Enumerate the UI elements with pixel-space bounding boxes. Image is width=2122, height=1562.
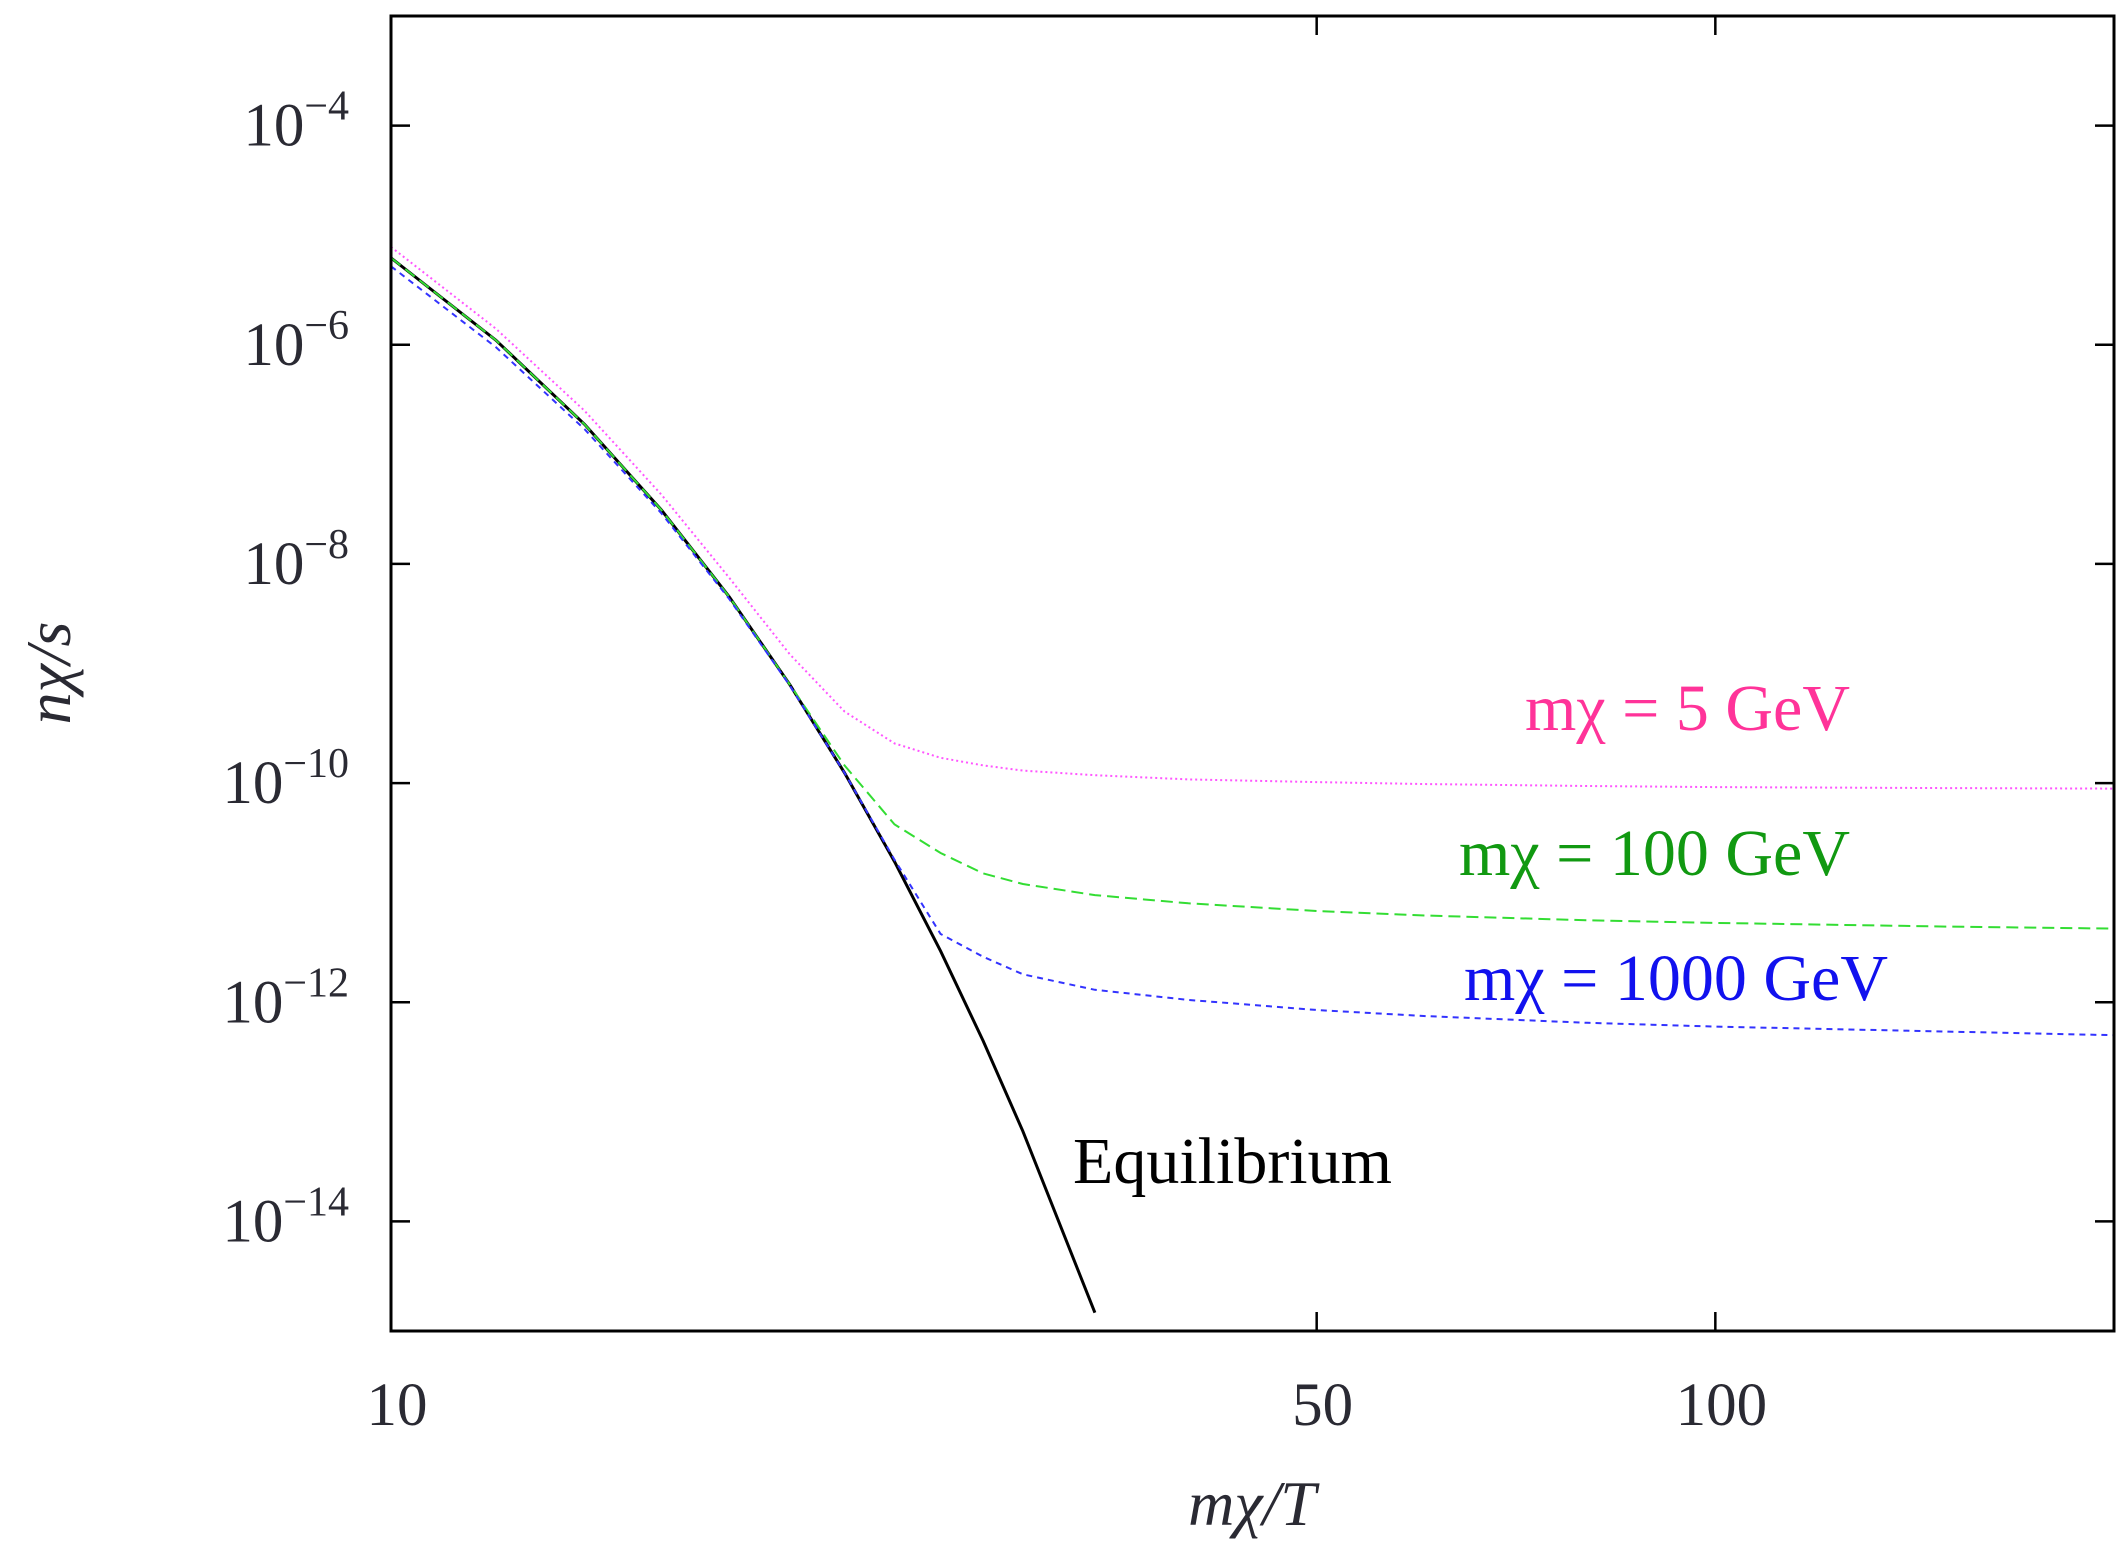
- x-tick-label: 50: [1292, 1372, 1353, 1439]
- plot-frame: [389, 14, 2116, 1333]
- annotation: mχ = 1000 GeV: [1464, 942, 1888, 1015]
- annotation: mχ = 5 GeV: [1525, 672, 1850, 745]
- annotation: mχ = 100 GeV: [1459, 817, 1850, 890]
- series-line: [391, 257, 2114, 930]
- y-tick-label: 10−6: [243, 303, 349, 379]
- y-tick-label: 10−14: [222, 1179, 349, 1255]
- plot-lines: [391, 246, 2114, 1314]
- x-tick-label: 100: [1676, 1372, 1768, 1439]
- y-tick-label: 10−10: [222, 741, 349, 817]
- series-line: [391, 256, 1097, 1314]
- y-axis-label: nχ/s: [13, 622, 84, 725]
- y-tick-label: 10−8: [243, 522, 349, 598]
- x-tick-label: 10: [367, 1372, 428, 1439]
- x-axis-label: mχ/T: [1188, 1468, 1320, 1539]
- y-tick-label: 10−4: [243, 84, 349, 160]
- y-tick-label: 10−12: [222, 960, 349, 1036]
- series-line: [391, 265, 2114, 1037]
- annotation: Equilibrium: [1073, 1125, 1392, 1198]
- series-line: [391, 246, 2114, 790]
